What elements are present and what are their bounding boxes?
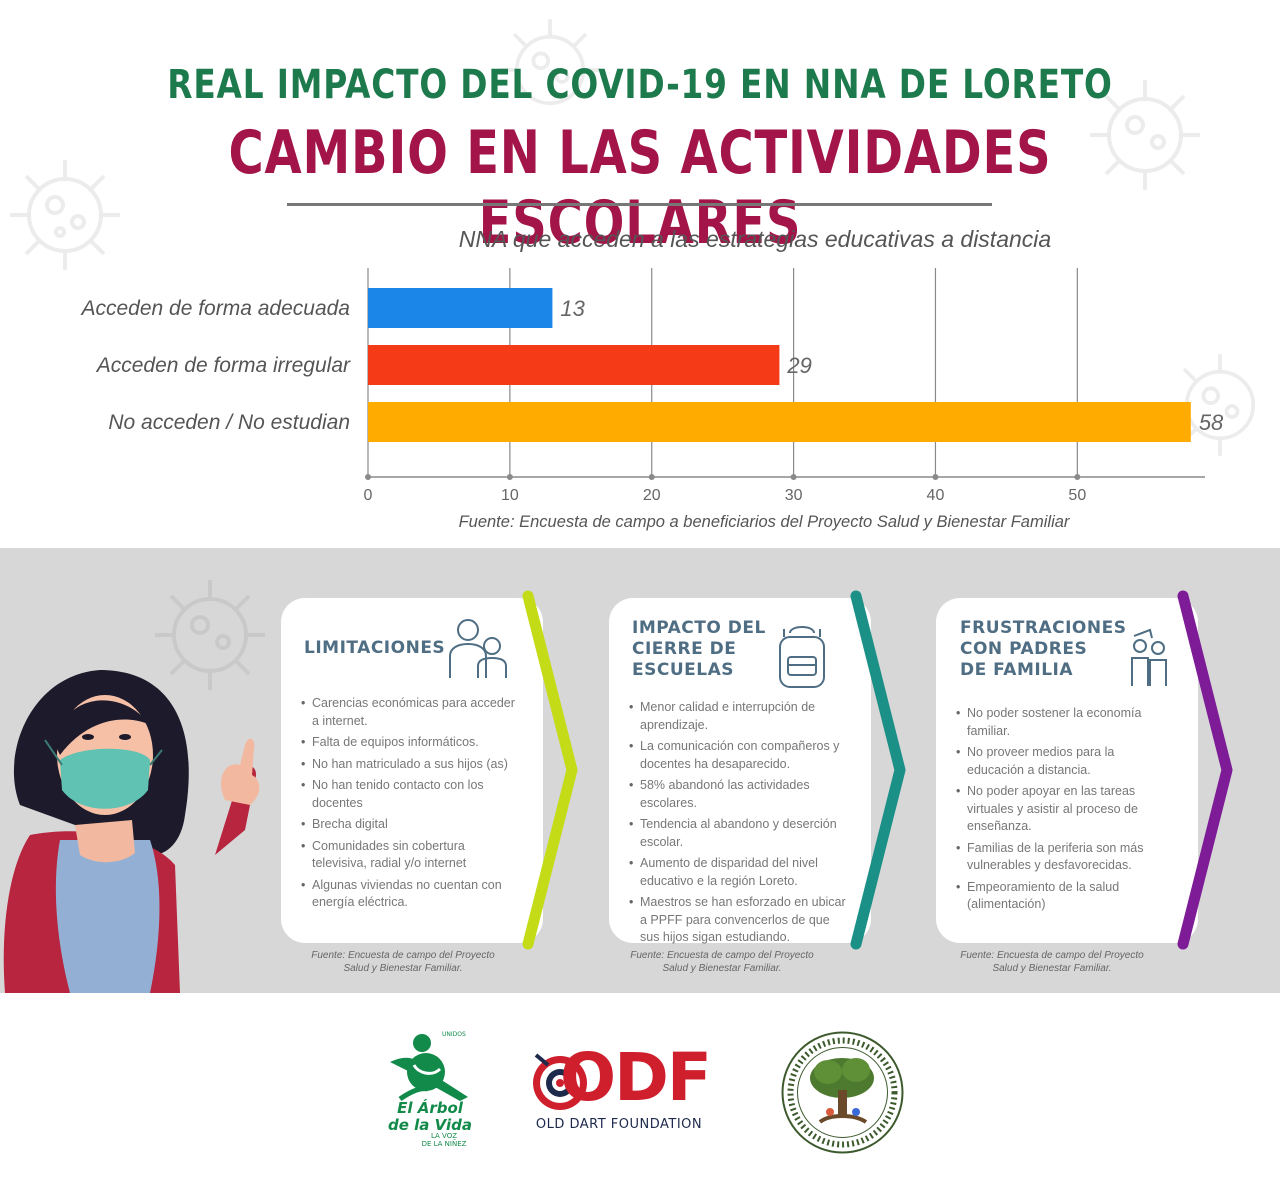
title-divider <box>287 203 992 206</box>
card-title: FRUSTRACIONES CON PADRES DE FAMILIA <box>960 618 1127 680</box>
bar <box>368 288 553 328</box>
list-item: No proveer medios para la educación a di… <box>956 744 1174 779</box>
arbol-name-line2: de la Vida <box>388 1116 472 1134</box>
list-item: Brecha digital <box>301 816 519 834</box>
x-tick-label: 10 <box>501 487 519 504</box>
list-item: No poder sostener la economía familiar. <box>956 705 1174 740</box>
chart-title: NNA que acceden a las estrategias educat… <box>459 226 1051 252</box>
page-subtitle: CAMBIO EN LAS ACTIVIDADES ESCOLARES <box>228 118 1052 258</box>
category-label: No acceden / No estudian <box>108 411 350 434</box>
virus-decoration-icon <box>155 580 265 690</box>
card-bullet-list: No poder sostener la economía familiar. N… <box>956 705 1174 918</box>
arbol-figure-icon <box>390 1034 468 1102</box>
category-label: Acceden de forma irregular <box>95 354 351 377</box>
card-title: IMPACTO DEL CIERRE DE ESCUELAS <box>632 618 766 680</box>
logo-arbol-de-la-vida: UNIDOS El Árbol de la Vida LA VOZ DE LA … <box>380 1027 480 1152</box>
odf-caption: OLD DART FOUNDATION <box>535 1117 703 1132</box>
backpack-icon <box>779 626 825 688</box>
odf-target-icon <box>533 1053 587 1110</box>
chevron-right-icon <box>522 590 578 950</box>
list-item: 58% abandonó las actividades escolares. <box>629 777 847 812</box>
info-card: LIMITACIONES Carencias económicas para ac… <box>281 598 543 943</box>
chevron-right-icon <box>1177 590 1233 950</box>
chart-source-note: Fuente: Encuesta de campo a beneficiario… <box>459 513 1071 531</box>
data-label: 29 <box>786 353 811 378</box>
x-tick-mark <box>790 474 797 480</box>
logo-odf: ODF OLD DART FOUNDATION <box>530 1039 712 1138</box>
list-item: Tendencia al abandono y deserción escola… <box>629 816 847 851</box>
list-item: Algunas viviendas no cuentan con energía… <box>301 877 519 912</box>
list-item: No poder apoyar en las tareas virtuales … <box>956 783 1174 836</box>
arbol-name-line1: El Árbol <box>397 1099 463 1117</box>
bar-chart: NNA que acceden a las estrategias educat… <box>79 226 1224 531</box>
card-bullet-list: Carencias económicas para acceder a inte… <box>301 695 519 916</box>
chevron-right-icon <box>850 590 906 950</box>
card-source-note: Fuente: Encuesta de campo del Proyecto S… <box>311 950 495 974</box>
virus-decoration-icon <box>10 160 120 270</box>
data-label: 58 <box>1199 410 1224 435</box>
list-item: No han tenido contacto con los docentes <box>301 777 519 812</box>
list-item: Comunidades sin cobertura televisiva, ra… <box>301 838 519 873</box>
list-item: Falta de equipos informáticos. <box>301 734 519 752</box>
x-tick-mark <box>506 474 513 480</box>
list-item: Menor calidad e interrupción de aprendiz… <box>629 699 847 734</box>
list-item: Empeoramiento de la salud (alimentación) <box>956 879 1174 914</box>
list-item: Aumento de disparidad del nivel educativ… <box>629 855 847 890</box>
arbol-top-tag: UNIDOS <box>442 1031 466 1038</box>
x-tick-label: 50 <box>1068 487 1086 504</box>
page-title: REAL IMPACTO DEL COVID-19 EN NNA DE LORE… <box>167 62 1113 108</box>
family-icon <box>1131 628 1167 686</box>
x-tick-mark <box>365 474 371 480</box>
woman-with-mask-illustration <box>3 670 260 993</box>
partner-logos: UNIDOS El Árbol de la Vida LA VOZ DE LA … <box>0 1025 1280 1165</box>
x-tick-mark <box>648 474 655 480</box>
odf-wordmark: ODF <box>560 1039 712 1116</box>
card-title: LIMITACIONES <box>304 638 446 658</box>
category-label: Acceden de forma adecuada <box>79 297 350 320</box>
data-label: 13 <box>560 296 585 321</box>
card-bullet-list: Menor calidad e interrupción de aprendiz… <box>629 699 847 951</box>
list-item: No han matriculado a sus hijos (as) <box>301 756 519 774</box>
info-card: FRUSTRACIONES CON PADRES DE FAMILIA No po… <box>936 598 1198 943</box>
x-tick-mark <box>1074 474 1081 480</box>
x-tick-mark <box>932 474 939 480</box>
virus-decoration-icon <box>1090 80 1200 190</box>
card-source-note: Fuente: Encuesta de campo del Proyecto S… <box>630 950 814 974</box>
bar <box>368 345 780 385</box>
x-tick-label: 0 <box>364 487 373 504</box>
bar <box>368 402 1191 442</box>
x-tick-label: 20 <box>643 487 661 504</box>
x-tick-label: 30 <box>785 487 803 504</box>
arbol-tagline-2: DE LA NIÑEZ <box>421 1140 467 1148</box>
list-item: Carencias económicas para acceder a inte… <box>301 695 519 730</box>
list-item: Maestros se han esforzado en ubicar a PP… <box>629 894 847 947</box>
parent-child-icon <box>449 619 507 678</box>
arbol-tagline-1: LA VOZ <box>430 1132 458 1140</box>
list-item: Familias de la periferia son más vulnera… <box>956 840 1174 875</box>
x-tick-label: 40 <box>927 487 945 504</box>
list-item: La comunicación con compañeros y docente… <box>629 738 847 773</box>
tree-seal-icon <box>781 1031 904 1154</box>
virus-decoration-icon <box>499 19 601 106</box>
info-card: IMPACTO DEL CIERRE DE ESCUELAS Menor cali… <box>609 598 871 944</box>
card-source-note: Fuente: Encuesta de campo del Proyecto S… <box>960 950 1144 974</box>
